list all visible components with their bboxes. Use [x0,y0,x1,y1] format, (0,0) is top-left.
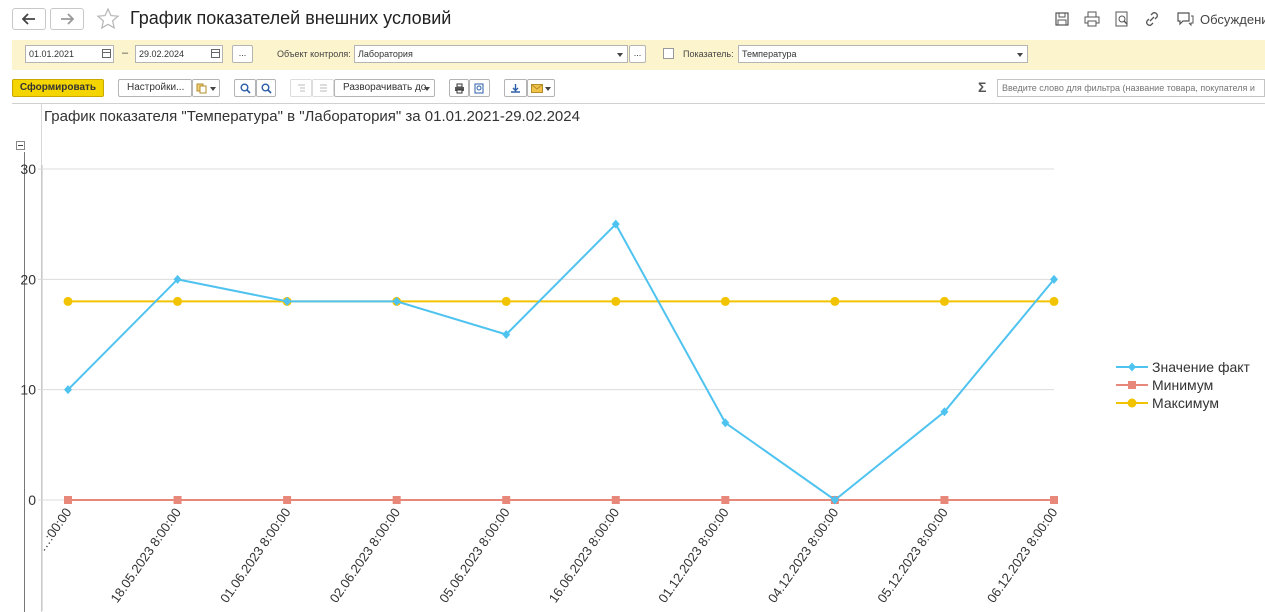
list-collapse-icon [320,84,327,92]
variants-button[interactable] [192,79,220,97]
report-gutter [12,104,42,612]
back-button[interactable] [12,8,46,30]
copy-icon [196,83,207,94]
date-separator: – [122,47,129,59]
chevron-down-icon [210,87,216,91]
chevron-down-icon[interactable] [617,53,623,57]
print-button[interactable] [449,79,469,97]
report-toolbar: Сформировать Настройки... Разворачивать … [0,76,1265,100]
control-object-select-button[interactable]: ... [629,45,646,63]
save-icon[interactable] [1054,11,1070,32]
indicator-label: Показатель: [683,49,734,59]
arrow-left-icon [22,13,35,25]
control-object-label: Объект контроля: [277,49,351,59]
mail-icon [531,84,543,93]
date-to-field[interactable]: 29.02.2024 [135,45,223,63]
discussions-label[interactable]: Обсуждени [1200,12,1265,27]
discussion-icon[interactable] [1176,11,1194,32]
calendar-icon[interactable] [102,49,111,58]
search-icon [240,83,251,94]
filter-bar: 01.01.2021 – 29.02.2024 ... Объект контр… [12,40,1265,70]
arrow-right-icon [61,13,74,25]
print-icon [455,83,464,94]
search-next-icon [261,83,272,94]
chart-title: График показателя "Температура" в "Лабор… [44,108,580,125]
expand-all-button[interactable] [290,79,312,97]
settings-button[interactable]: Настройки... [118,79,192,97]
indicator-checkbox[interactable] [663,48,674,59]
favorite-star-icon[interactable] [96,7,120,36]
find-button[interactable] [234,79,256,97]
collapse-group-icon[interactable] [16,141,25,150]
collapse-all-button[interactable] [312,79,334,97]
calendar-icon[interactable] [211,49,220,58]
control-object-field[interactable]: Лаборатория [354,45,628,63]
control-object-value: Лаборатория [358,49,413,59]
period-select-button[interactable]: ... [232,45,253,63]
title-bar: График показателей внешних условий Обсуж… [0,0,1265,40]
list-expand-icon [298,84,305,92]
report-area [12,103,1265,612]
chevron-down-icon [424,87,430,91]
find-next-button[interactable] [256,79,276,97]
expand-to-dropdown[interactable]: Разворачивать до [334,79,435,97]
date-from-field[interactable]: 01.01.2021 [25,45,114,63]
expand-to-label: Разворачивать до [343,82,427,93]
sum-icon[interactable]: Σ [978,79,987,95]
page-title: График показателей внешних условий [130,8,452,28]
preview-icon[interactable] [1114,11,1130,32]
preview-button[interactable] [469,79,490,97]
date-to-value: 29.02.2024 [139,49,185,59]
chevron-down-icon[interactable] [1017,53,1023,57]
search-filter-input[interactable] [997,79,1265,97]
indicator-field[interactable]: Температура [738,45,1028,63]
forward-button[interactable] [50,8,84,30]
print-icon[interactable] [1084,11,1100,32]
group-line [24,152,25,612]
preview-icon [474,83,484,94]
generate-button[interactable]: Сформировать [12,79,104,97]
date-from-value: 01.01.2021 [29,49,75,59]
chevron-down-icon [545,87,551,91]
send-email-button[interactable] [527,79,555,97]
indicator-value: Температура [742,49,797,59]
save-to-file-button[interactable] [504,79,527,97]
download-icon [511,84,520,93]
link-icon[interactable] [1144,11,1160,32]
